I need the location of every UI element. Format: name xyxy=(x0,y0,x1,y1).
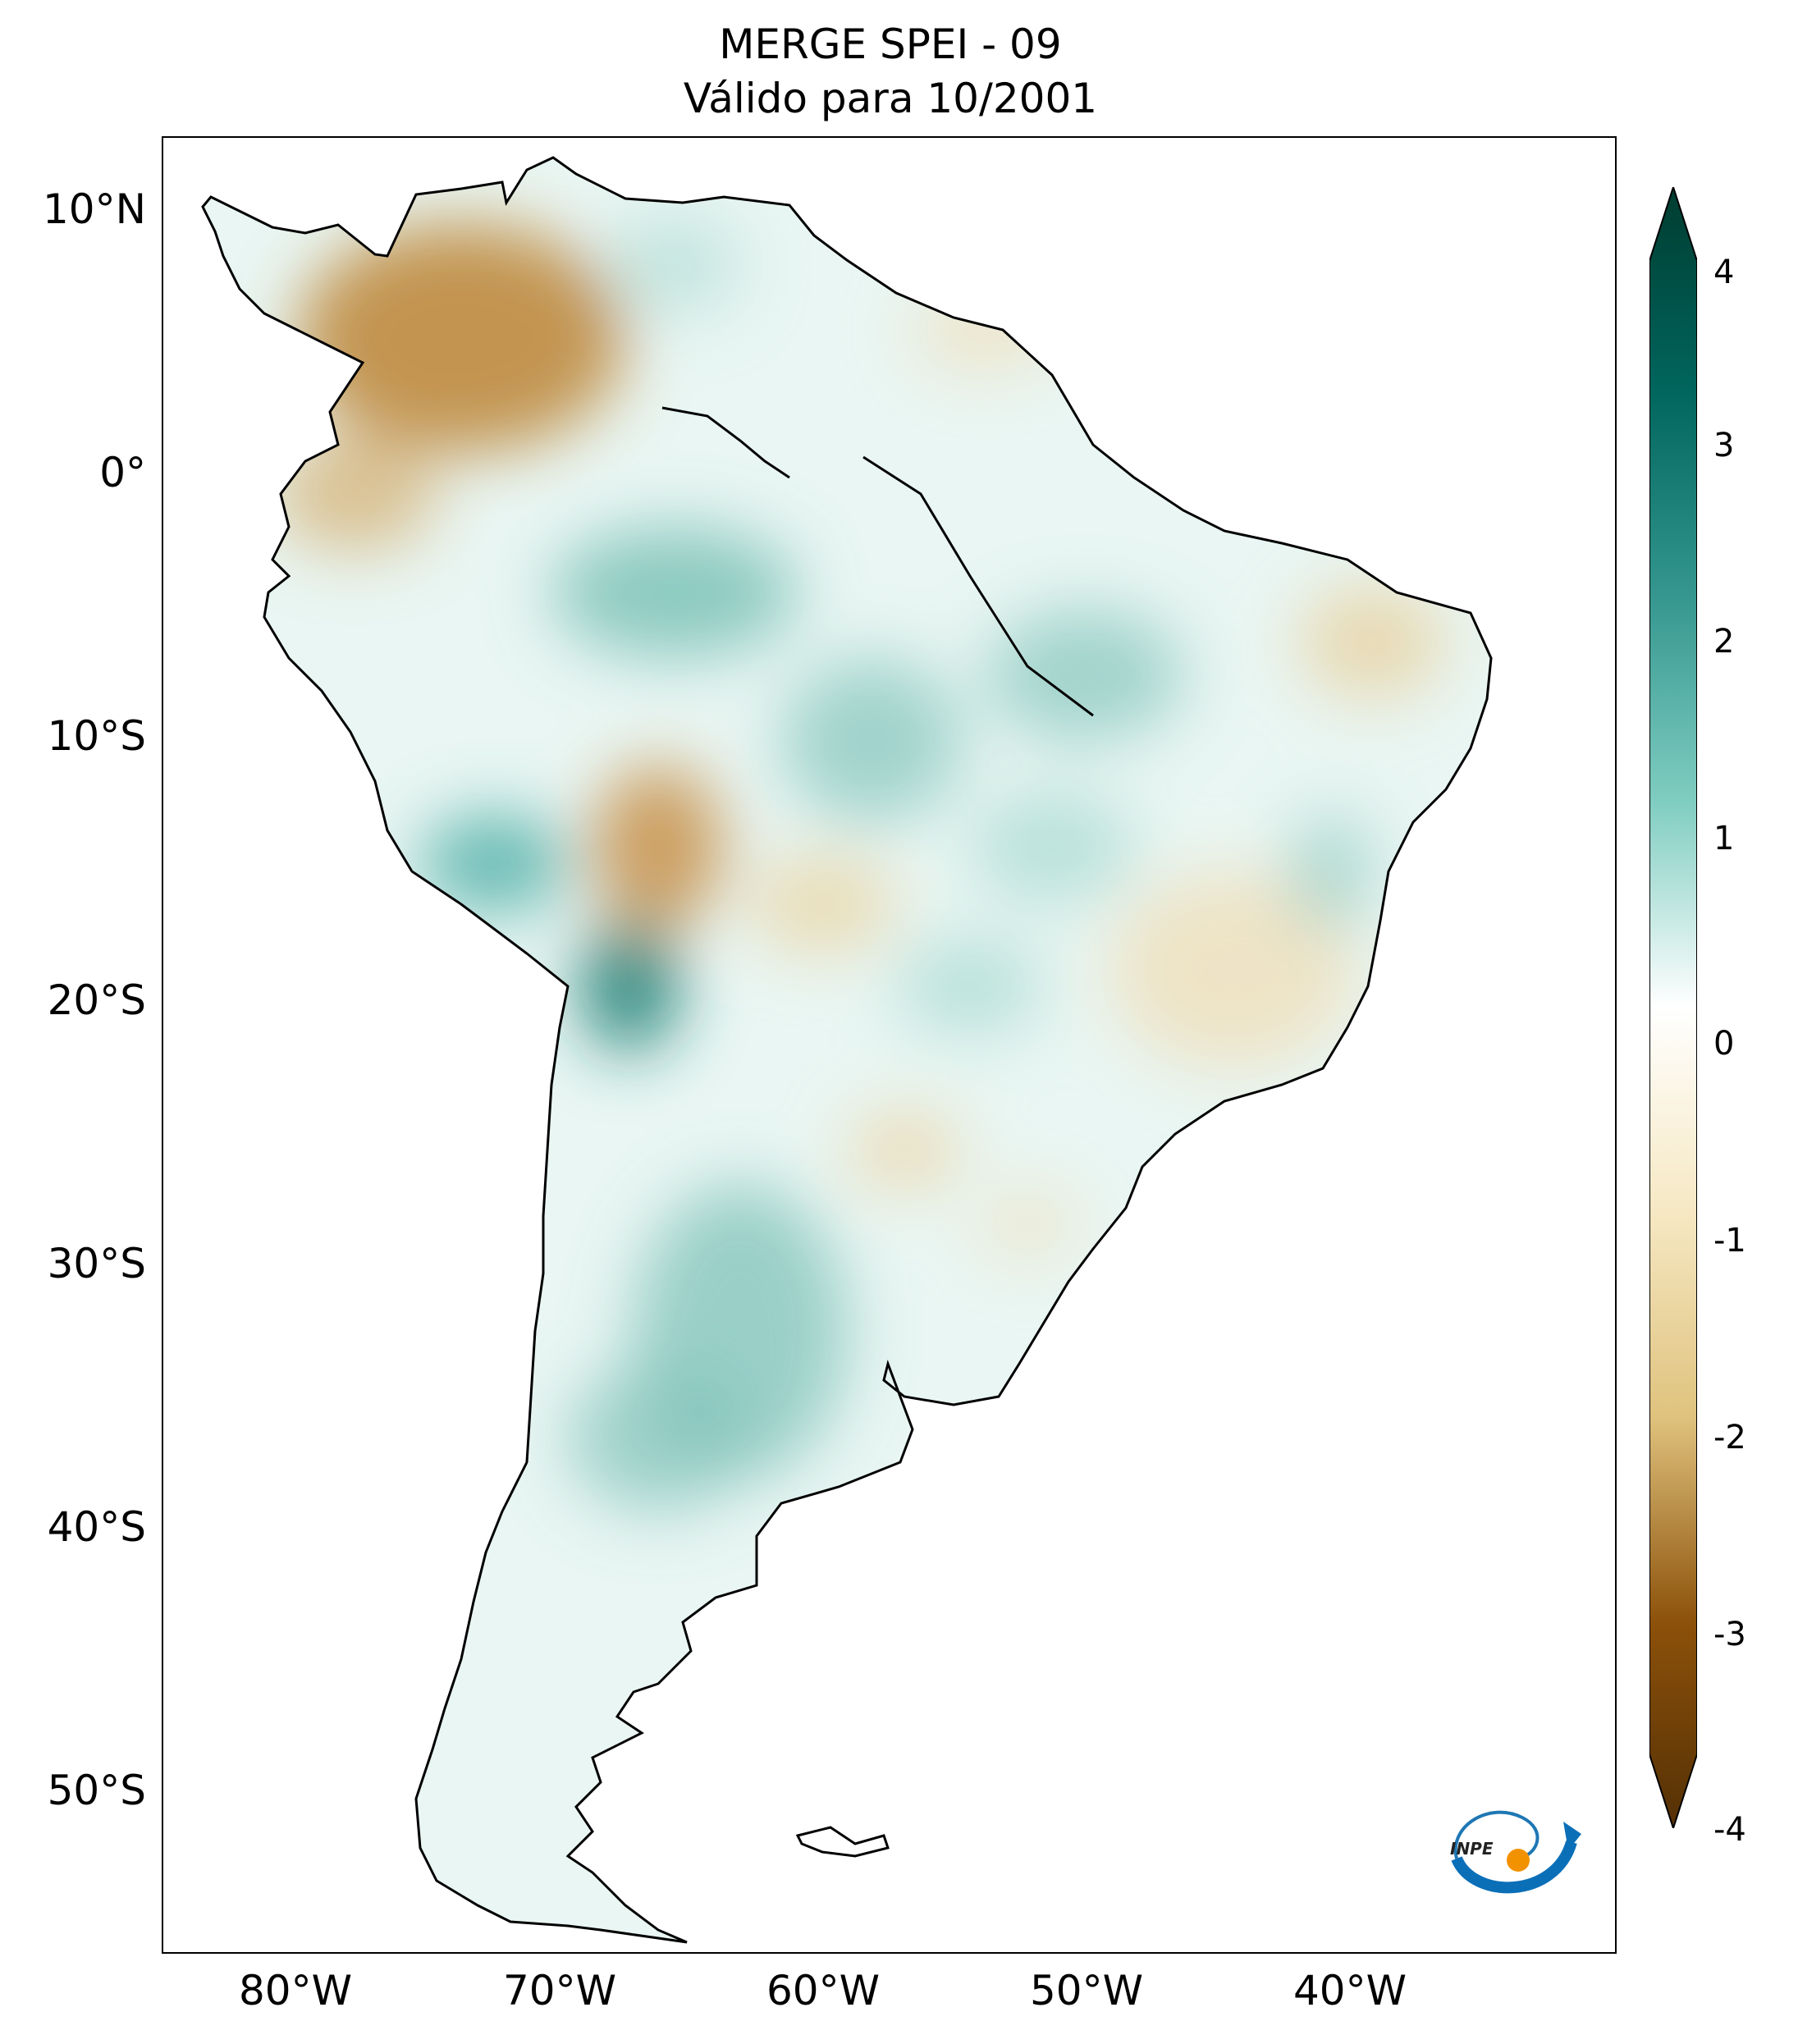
colorbar-tick-neg4: -4 xyxy=(1713,1811,1746,1849)
lon-label-80w: 80°W xyxy=(238,1967,353,2014)
colorbar-tick-2: 2 xyxy=(1713,623,1735,661)
colorbar-tick-3: 3 xyxy=(1713,427,1735,464)
lon-label-40w: 40°W xyxy=(1292,1967,1407,2014)
colorbar-tick-4: 4 xyxy=(1713,254,1735,291)
lon-label-60w: 60°W xyxy=(766,1967,881,2014)
lat-label-30s: 30°S xyxy=(47,1240,146,1287)
spei-field xyxy=(203,158,1491,1942)
svg-text:INPE: INPE xyxy=(1450,1839,1494,1859)
lon-label-70w: 70°W xyxy=(502,1967,617,2014)
lat-label-0: 0° xyxy=(99,449,146,496)
colorbar-tick-neg1: -1 xyxy=(1713,1222,1746,1260)
lat-label-50s: 50°S xyxy=(47,1767,146,1814)
falklands xyxy=(795,1826,890,1858)
lat-label-40s: 40°S xyxy=(47,1503,146,1551)
lat-label-10n: 10°N xyxy=(42,185,146,233)
lat-label-10s: 10°S xyxy=(47,712,146,760)
colorbar-tick-1: 1 xyxy=(1713,820,1735,857)
lon-label-50w: 50°W xyxy=(1029,1967,1144,2014)
map-title: MERGE SPEI - 09 xyxy=(719,21,1062,68)
colorbar xyxy=(1649,187,1697,1828)
colorbar-tick-0: 0 xyxy=(1713,1025,1735,1063)
lat-label-20s: 20°S xyxy=(47,976,146,1024)
map-panel xyxy=(162,136,1617,1954)
colorbar-tick-neg2: -2 xyxy=(1713,1419,1746,1456)
colorbar-tick-neg3: -3 xyxy=(1713,1616,1746,1653)
map-subtitle: Válido para 10/2001 xyxy=(683,75,1098,122)
inpe-logo: INPE xyxy=(1450,1810,1581,1894)
south-america-map xyxy=(201,156,1493,1944)
